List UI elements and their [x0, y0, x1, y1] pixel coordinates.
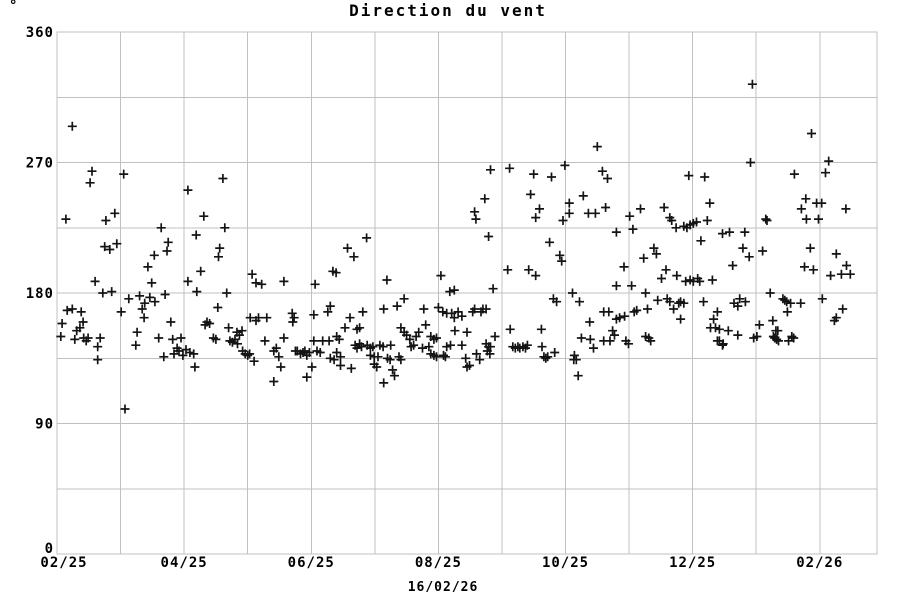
- y-tick-label: 180: [26, 286, 54, 302]
- x-tick-label: 12/25: [669, 555, 716, 571]
- chart-title: Direction du vent: [349, 1, 547, 20]
- x-tick-label: 04/25: [161, 555, 208, 571]
- x-tick-label: 06/25: [288, 555, 335, 571]
- y-tick-label: 270: [26, 156, 54, 172]
- data-points: [56, 79, 855, 414]
- grid-lines: [56, 31, 878, 555]
- y-tick-label: 90: [35, 417, 54, 433]
- x-tick-labels: 02/25 04/25 06/25 08/25 10/25 12/25 02/26: [40, 555, 843, 571]
- x-tick-label: 10/25: [542, 555, 589, 571]
- x-axis-date-label: 16/02/26: [407, 580, 479, 595]
- y-tick-label: 0: [45, 541, 54, 557]
- x-tick-label: 02/26: [796, 555, 843, 571]
- x-tick-label: 02/25: [40, 555, 87, 571]
- y-axis-unit-label: °: [9, 0, 18, 14]
- y-tick-labels: 0 90 180 270 360: [26, 25, 54, 557]
- x-tick-label: 08/25: [415, 555, 462, 571]
- y-tick-label: 360: [26, 25, 54, 41]
